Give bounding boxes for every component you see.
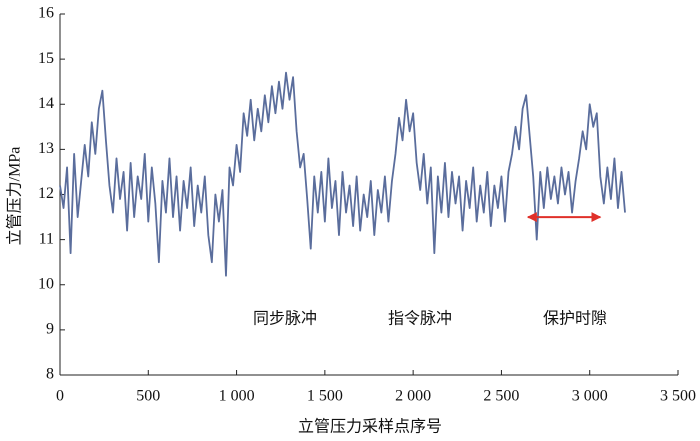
annotation: 保护时隙: [543, 310, 607, 328]
data-line: [59, 71, 626, 277]
y-tick-label: 15: [38, 50, 54, 67]
y-tick-label: 12: [38, 185, 54, 202]
annotation: 同步脉冲: [253, 310, 317, 328]
y-tick-label: 10: [38, 275, 54, 292]
x-tick-label: 0: [56, 388, 64, 405]
x-tick-label: 1 000: [219, 388, 255, 405]
y-tick-label: 8: [46, 366, 54, 383]
y-tick-label: 11: [39, 230, 54, 247]
y-tick-label: 9: [46, 321, 54, 338]
y-axis-label: 立管压力/MPa: [6, 147, 24, 246]
x-tick-label: 1 500: [307, 388, 343, 405]
x-tick-label: 2 500: [483, 388, 519, 405]
y-tick-label: 14: [38, 95, 54, 112]
x-tick-label: 3 500: [660, 388, 696, 405]
y-tick-label: 13: [38, 140, 54, 157]
y-tick-label: 16: [38, 5, 54, 22]
x-tick-label: 3 000: [572, 388, 608, 405]
x-tick-label: 2 000: [395, 388, 431, 405]
annotation: 指令脉冲: [388, 310, 452, 328]
x-axis-label: 立管压力采样点序号: [298, 418, 442, 436]
x-tick-label: 500: [136, 388, 160, 405]
